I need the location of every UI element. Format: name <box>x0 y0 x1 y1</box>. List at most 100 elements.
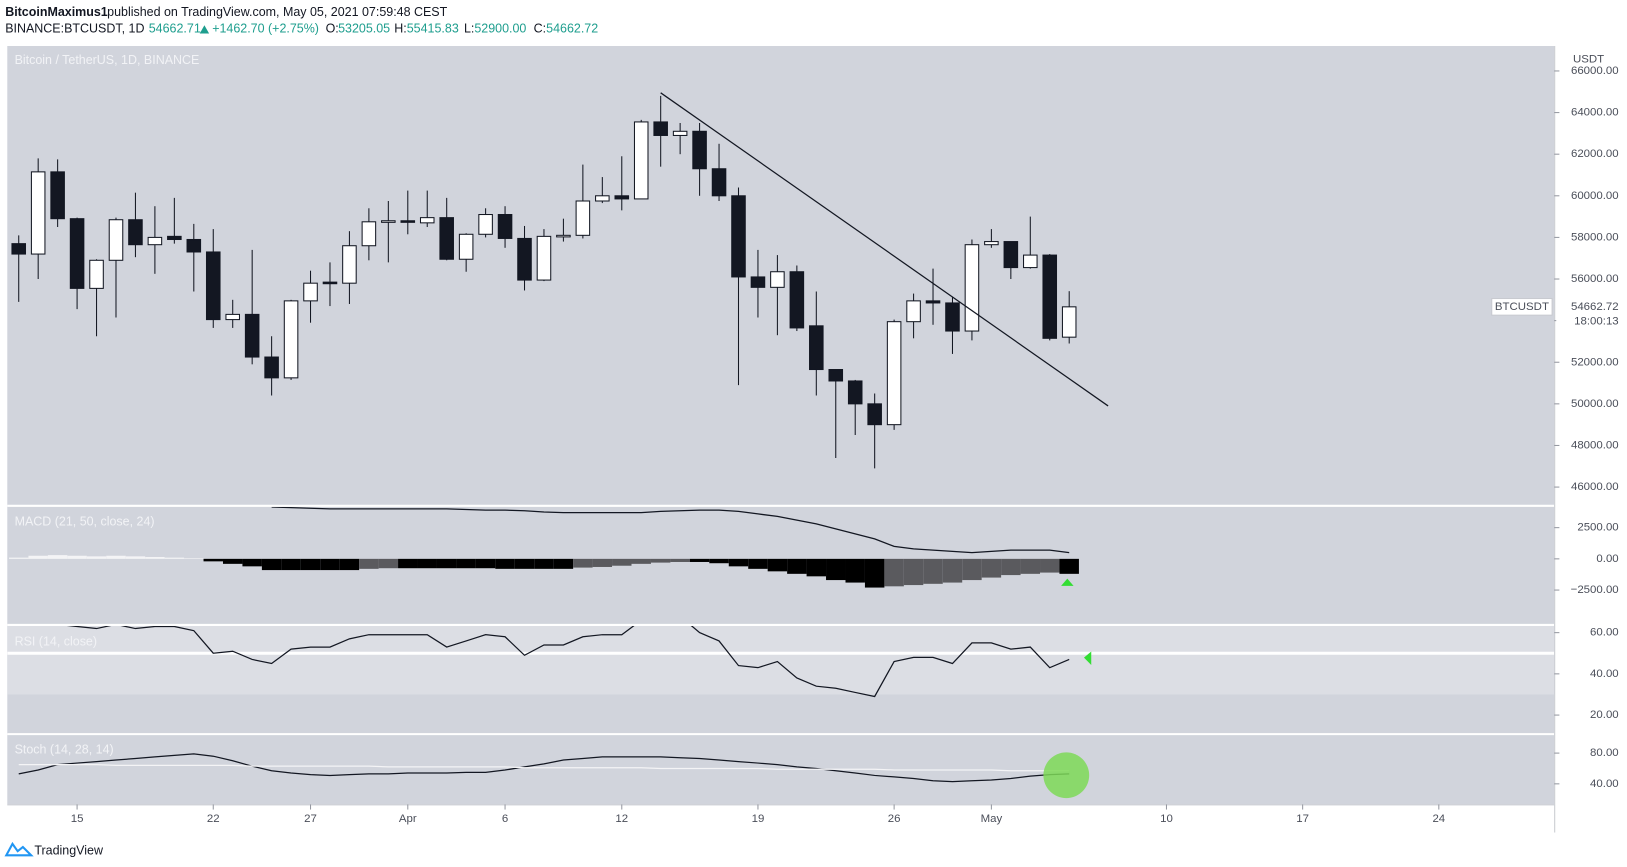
ohlc-label: H: <box>394 22 406 36</box>
pane <box>7 625 1555 698</box>
histogram-bar <box>826 558 846 581</box>
histogram-bar <box>923 558 943 584</box>
symbol-tag-box <box>1491 297 1553 316</box>
histogram-bar <box>612 558 632 566</box>
candle-body <box>556 234 571 238</box>
histogram-bar <box>300 558 321 571</box>
candle-body <box>478 214 493 235</box>
candle-body <box>89 259 104 289</box>
y-tick-label: 40.00 <box>1590 668 1619 680</box>
y-tick-label: −2500.00 <box>1571 584 1619 596</box>
annotation-arrow <box>1061 578 1074 586</box>
candle-body <box>770 271 785 288</box>
candle-body <box>789 271 805 329</box>
histogram-bar <box>125 556 146 559</box>
plot-layer <box>7 92 1555 783</box>
candle-body <box>322 281 338 285</box>
histogram-bar <box>242 558 262 567</box>
histogram-bar <box>650 558 671 563</box>
x-tick-label: 6 <box>502 813 508 825</box>
y-tick-label: 60.00 <box>1590 627 1619 639</box>
candle-body <box>1023 254 1038 269</box>
histogram-bar <box>359 558 379 569</box>
candle-body <box>925 300 941 304</box>
candle-body <box>1061 306 1077 338</box>
candle-body <box>342 245 357 284</box>
histogram-bar <box>475 558 496 569</box>
candle-body <box>964 244 980 332</box>
ohlc-value: 53205.05 <box>338 22 390 36</box>
candle-body <box>205 251 221 321</box>
ohlc-label: L: <box>464 22 474 36</box>
histogram-bar <box>981 558 1002 578</box>
histogram-bar <box>845 558 865 583</box>
ohlc-label: C: <box>534 22 546 36</box>
x-tick-label: 10 <box>1160 813 1173 825</box>
candle-body <box>750 276 766 288</box>
y-tick-label: 20.00 <box>1590 709 1619 721</box>
histogram-bar <box>398 558 418 569</box>
change: +1462.70 (+2.75%) <box>212 22 319 36</box>
y-tick-label: 52000.00 <box>1571 356 1619 368</box>
symbol: BINANCE:BTCUSDT, 1D <box>5 22 144 36</box>
candle-body <box>11 243 27 255</box>
candle-body <box>633 121 649 200</box>
candle-body <box>672 130 688 136</box>
candle-body <box>303 282 318 302</box>
histogram-bar <box>962 558 982 581</box>
y-tick-label: 50000.00 <box>1571 398 1619 410</box>
histogram-bar <box>281 558 301 571</box>
histogram-bar <box>164 557 185 559</box>
histogram-bar <box>67 555 87 559</box>
author: BitcoinMaximus1 <box>5 5 108 19</box>
x-tick-label: 22 <box>207 813 220 825</box>
histogram-bar <box>942 558 963 583</box>
brand-logo <box>4 841 34 857</box>
histogram-bar <box>689 558 710 562</box>
histogram-bar <box>787 558 807 574</box>
histogram-bar <box>1059 558 1079 574</box>
y-tick-label: 60000.00 <box>1571 190 1619 202</box>
y-tick-label: 48000.00 <box>1571 439 1619 451</box>
candle-body <box>439 217 454 260</box>
candle-body <box>517 237 532 281</box>
price-tag: 54662.72 <box>1571 301 1619 313</box>
candle-body <box>653 121 668 136</box>
candle-body <box>828 369 844 382</box>
histogram-bar <box>203 558 223 562</box>
x-tick-label: May <box>981 813 1003 825</box>
candle-body <box>711 168 727 197</box>
candle-body <box>50 171 65 220</box>
histogram-bar <box>86 556 107 559</box>
candle-body <box>906 300 921 323</box>
candle-body <box>731 195 746 278</box>
candle-body <box>128 219 143 246</box>
ohlc-value: 55415.83 <box>407 22 459 36</box>
candle-body <box>30 171 46 255</box>
y-tick-label: 80.00 <box>1590 747 1619 759</box>
annotation-circle <box>1043 752 1090 799</box>
histogram-bar <box>884 558 904 587</box>
last-price: 54662.71 <box>149 22 201 36</box>
histogram-bar <box>436 558 457 569</box>
pane <box>18 753 1070 783</box>
y-tick-label: 46000.00 <box>1571 481 1619 493</box>
axis-label: USDT <box>1573 54 1604 66</box>
pane-title: Bitcoin / TetherUS, 1D, BINANCE <box>15 53 200 67</box>
histogram-bar <box>261 558 282 571</box>
ohlc-label: O: <box>326 22 339 36</box>
pane-title: RSI (14, close) <box>15 634 97 648</box>
rsi-band <box>7 625 1555 695</box>
histogram-bar <box>728 558 749 567</box>
y-tick-label: 66000.00 <box>1571 65 1619 77</box>
candle-body <box>945 302 960 332</box>
indicator-line <box>61 625 1070 698</box>
histogram-bar <box>631 558 651 564</box>
candle-body <box>575 200 591 236</box>
histogram-bar <box>806 558 827 577</box>
pane <box>8 506 1079 588</box>
countdown: 18:00:13 <box>1574 315 1619 327</box>
candle-body <box>419 217 435 224</box>
histogram-bar <box>534 558 554 569</box>
